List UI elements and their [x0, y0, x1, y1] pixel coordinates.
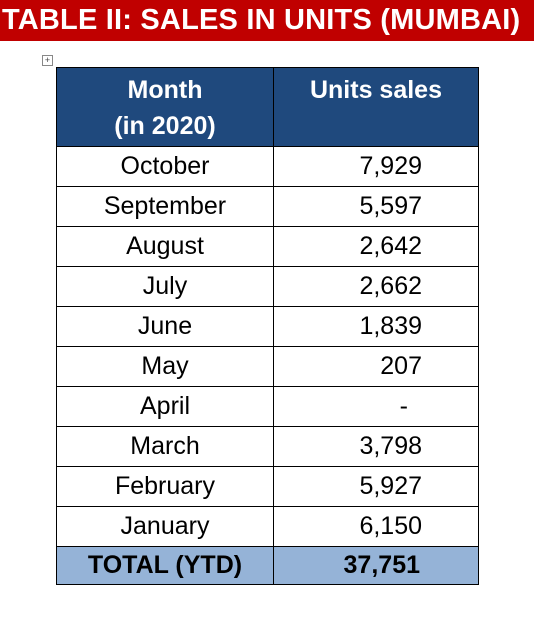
month-cell: October [56, 146, 274, 187]
month-cell: May [56, 346, 274, 387]
table-row: October 7,929 [56, 146, 479, 187]
month-cell: April [56, 386, 274, 427]
table-row: April - [56, 386, 479, 427]
text-cursor [478, 190, 479, 227]
units-cell: 3,798 [273, 426, 479, 467]
month-cell: August [56, 226, 274, 267]
units-cell: 7,929 [273, 146, 479, 187]
month-header-line1: Month [127, 76, 203, 104]
table-move-handle-icon[interactable]: + [42, 55, 53, 66]
month-cell: September [56, 186, 274, 227]
table-row: August 2,642 [56, 226, 479, 267]
month-column-header: Month (in 2020) [56, 67, 274, 147]
table-row: September 5,597 [56, 186, 479, 227]
units-cell: 5,597 [273, 186, 479, 227]
table-row: March 3,798 [56, 426, 479, 467]
units-cell: 2,662 [273, 266, 479, 307]
table-row: June 1,839 [56, 306, 479, 347]
month-cell: March [56, 426, 274, 467]
month-cell: February [56, 466, 274, 507]
units-column-header: Units sales [273, 67, 479, 147]
total-row: TOTAL (YTD) 37,751 [56, 546, 479, 585]
table-row: January 6,150 [56, 506, 479, 547]
month-cell: January [56, 506, 274, 547]
table-row: May 207 [56, 346, 479, 387]
units-cell: 5,927 [273, 466, 479, 507]
sales-table: Month (in 2020) Units sales October 7,92… [56, 67, 479, 585]
units-cell: 207 [273, 346, 479, 387]
units-cell: 2,642 [273, 226, 479, 267]
total-units-cell: 37,751 [273, 546, 479, 585]
month-header-line2: (in 2020) [114, 112, 216, 140]
month-cell: July [56, 266, 274, 307]
units-cell: 6,150 [273, 506, 479, 547]
table-row: February 5,927 [56, 466, 479, 507]
units-cell: 1,839 [273, 306, 479, 347]
table-row: July 2,662 [56, 266, 479, 307]
page-title: TABLE II: SALES IN UNITS (MUMBAI) [0, 0, 534, 41]
total-label-cell: TOTAL (YTD) [56, 546, 274, 585]
table-header-row: Month (in 2020) Units sales [56, 67, 479, 147]
month-cell: June [56, 306, 274, 347]
units-cell: - [273, 386, 479, 427]
